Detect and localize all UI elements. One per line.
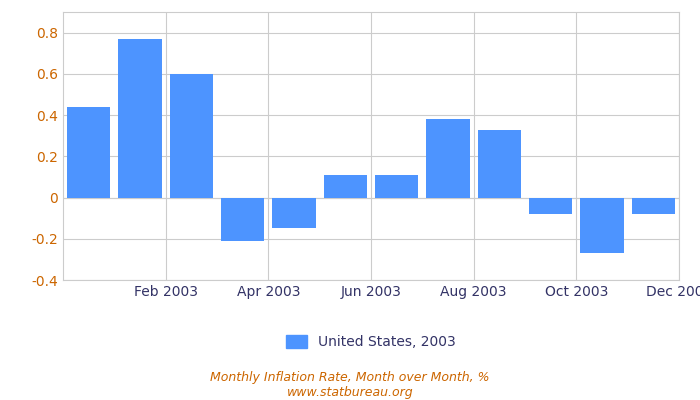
Bar [580,198,624,253]
Bar [169,74,213,198]
Bar [66,107,111,198]
Bar [221,198,265,241]
Legend: United States, 2003: United States, 2003 [281,330,461,355]
Bar [272,198,316,228]
Bar [528,198,573,214]
Bar [375,175,419,198]
Bar [426,119,470,198]
Bar [477,130,521,198]
Text: www.statbureau.org: www.statbureau.org [287,386,413,399]
Bar [323,175,367,198]
Bar [118,39,162,198]
Bar [631,198,675,214]
Text: Monthly Inflation Rate, Month over Month, %: Monthly Inflation Rate, Month over Month… [210,372,490,384]
